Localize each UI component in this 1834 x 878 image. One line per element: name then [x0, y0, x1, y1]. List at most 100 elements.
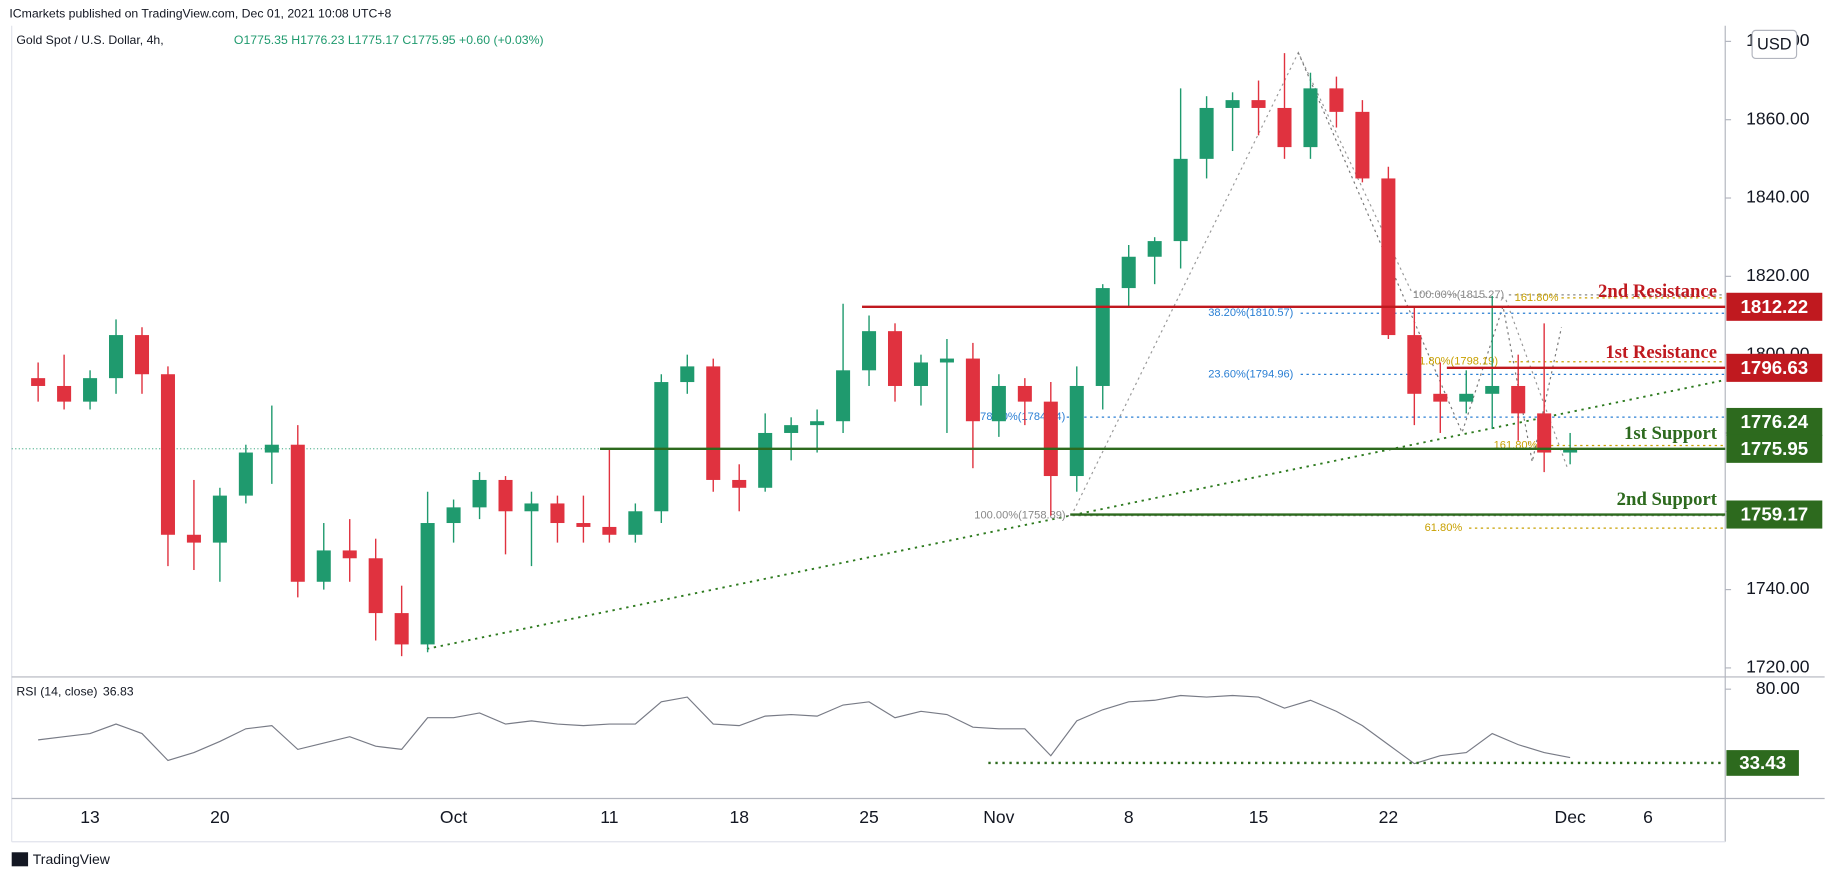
candle-body: [706, 366, 721, 480]
fib-label: 100.00%(1758.89): [974, 510, 1065, 522]
candle-body: [991, 385, 1006, 422]
candle-body: [186, 534, 201, 543]
candle-body: [1225, 100, 1240, 108]
candle-body: [57, 385, 72, 402]
fib-label: 23.60%(1794.96): [1208, 368, 1293, 380]
candle-body: [368, 558, 383, 614]
currency: USD: [1757, 35, 1792, 53]
candle-body: [1459, 393, 1474, 402]
candle-body: [472, 479, 487, 508]
candle-body: [1069, 385, 1084, 477]
price-tag-label: 1776.24: [1741, 411, 1809, 432]
brand: TradingView: [33, 851, 111, 867]
candle-body: [1277, 107, 1292, 148]
candle-body: [1485, 385, 1500, 394]
fib-label: 161.80%: [1515, 292, 1559, 304]
candle-body: [420, 523, 435, 645]
logo: [11, 852, 29, 867]
y-tick-label: 1720.00: [1746, 657, 1810, 677]
level-label: 1st Support: [1624, 423, 1718, 444]
candle-body: [290, 444, 305, 582]
level-label: 2nd Support: [1617, 489, 1718, 510]
candle-body: [342, 550, 357, 559]
candle-body: [498, 479, 513, 512]
x-tick-label: 22: [1379, 807, 1399, 827]
candle-body: [31, 378, 46, 386]
candle-body: [238, 452, 253, 496]
x-tick-label: 20: [210, 807, 230, 827]
candle-body: [550, 503, 565, 524]
candle-body: [939, 358, 954, 363]
price-tag-label: 1796.63: [1741, 357, 1809, 378]
price-tag: [1726, 434, 1823, 463]
price-tag: [1726, 292, 1823, 321]
fib-label: 61.80%(1798.19): [1413, 356, 1498, 368]
rsi-level-tag: [1726, 750, 1799, 776]
rsi-line: [38, 694, 1571, 765]
candle-body: [836, 370, 851, 422]
candle-body: [1095, 288, 1110, 386]
candle-body: [784, 425, 799, 433]
candle-body: [109, 335, 124, 379]
x-tick-label: 25: [859, 807, 879, 827]
candle-body: [732, 479, 747, 488]
candle-body: [1329, 88, 1344, 112]
candle-body: [212, 495, 227, 543]
publisher: ICmarkets published on TradingView.com, …: [9, 6, 391, 20]
x-tick-label: 11: [600, 807, 618, 827]
fib-label: 61.80%: [1425, 522, 1463, 534]
candle-body: [1173, 158, 1188, 242]
ohlc: O1775.35 H1776.23 L1775.17 C1775.95 +0.6…: [234, 33, 544, 47]
y-tick-label: 1860.00: [1746, 108, 1810, 128]
candle-body: [1511, 385, 1526, 414]
candle-body: [758, 432, 773, 488]
fib-label: 78.60%(1784.04): [980, 411, 1065, 423]
symbol: Gold Spot / U.S. Dollar, 4h,: [16, 33, 163, 47]
candle-body: [913, 362, 928, 386]
fib-label: 161.80%: [1494, 439, 1538, 451]
x-tick-label: Oct: [440, 807, 467, 827]
candle-body: [1043, 401, 1058, 477]
candle-body: [576, 523, 591, 527]
y-tick-label: 1840.00: [1746, 187, 1810, 207]
candle-body: [965, 358, 980, 422]
candle-body: [862, 331, 877, 371]
candle-body: [810, 421, 825, 426]
rsi-value: 36.83: [103, 684, 134, 698]
rsi-level-label: 33.43: [1739, 752, 1786, 773]
candle-body: [1303, 88, 1318, 148]
candle-body: [1121, 256, 1136, 289]
level-label: 2nd Resistance: [1598, 281, 1717, 302]
price-tag: [1726, 353, 1823, 382]
fib-zigzag: [1073, 51, 1568, 512]
candle-body: [1355, 111, 1370, 179]
candle-body: [134, 335, 150, 375]
candle-body: [1563, 448, 1578, 453]
candle-body: [83, 378, 98, 402]
candle-body: [1407, 335, 1422, 394]
price-tag: [1726, 500, 1823, 529]
x-tick-label: 15: [1249, 807, 1269, 827]
candle-body: [1199, 107, 1214, 159]
price-tag-label: 1759.17: [1741, 504, 1809, 525]
candle-body: [1251, 100, 1266, 108]
y-tick-label: 80.00: [1756, 678, 1800, 698]
candle-body: [446, 507, 461, 524]
x-tick-label: 13: [80, 807, 100, 827]
candle-body: [1381, 178, 1396, 336]
fib-label: 38.20%(1810.57): [1208, 307, 1293, 319]
candle-body: [1537, 413, 1552, 453]
candle-body: [602, 526, 617, 535]
x-tick-label: 6: [1643, 807, 1653, 827]
candle-body: [264, 444, 279, 453]
rsi-title: RSI (14, close): [16, 684, 97, 698]
x-tick-label: 8: [1124, 807, 1134, 827]
candle-body: [680, 366, 695, 383]
y-tick-label: 1820.00: [1746, 265, 1810, 285]
candle-body: [1433, 393, 1448, 402]
price-tag: [1726, 407, 1823, 436]
candle-body: [1017, 385, 1032, 402]
price-tag-label: 1812.22: [1741, 296, 1809, 317]
